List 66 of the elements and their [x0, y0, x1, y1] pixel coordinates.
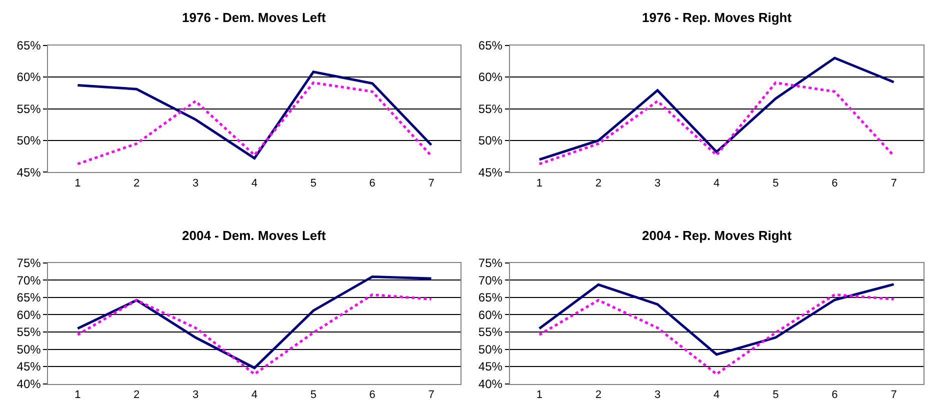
x-tick-label: 1 — [74, 177, 81, 190]
line-series — [538, 81, 896, 166]
x-tick-label: 4 — [714, 177, 720, 190]
y-tick-label: 45% — [16, 165, 42, 180]
line-series — [76, 293, 433, 376]
x-tick-label: 2 — [595, 389, 602, 402]
x-tick-label: 7 — [428, 389, 434, 402]
x-tick-label: 3 — [654, 389, 661, 402]
chart-title: 2004 - Dem. Moves Left — [182, 228, 326, 243]
x-tick-label: 6 — [369, 389, 376, 402]
y-tick-label: 45% — [16, 360, 42, 374]
x-tick-label: 5 — [310, 177, 316, 190]
y-tick-label: 60% — [478, 70, 503, 84]
x-tick-label: 1 — [536, 389, 542, 402]
y-tick-label: 55% — [16, 325, 42, 340]
x-tick-label: 6 — [369, 177, 376, 190]
x-tick-label: 7 — [890, 177, 897, 190]
line-series — [538, 293, 896, 376]
x-tick-label: 3 — [192, 177, 199, 190]
x-tick-label: 5 — [772, 177, 779, 190]
x-tick-label: 4 — [714, 389, 720, 402]
y-tick-label: 75% — [478, 256, 503, 270]
x-tick-label: 1 — [74, 389, 81, 402]
y-tick-label: 70% — [16, 273, 42, 288]
y-tick-label: 40% — [16, 377, 42, 392]
y-tick-label: 65% — [16, 38, 42, 52]
y-tick-label: 60% — [478, 308, 503, 322]
y-tick-label: 45% — [478, 360, 503, 374]
y-tick-label: 50% — [478, 134, 503, 148]
x-tick-label: 2 — [134, 177, 140, 190]
y-tick-label: 45% — [478, 165, 503, 180]
chart-title: 1976 - Dem. Moves Left — [182, 10, 326, 25]
x-tick-label: 1 — [536, 177, 542, 190]
line-series — [538, 283, 896, 356]
y-tick-label: 60% — [16, 70, 42, 84]
y-tick-label: 70% — [478, 273, 503, 288]
y-tick-label: 40% — [478, 377, 503, 392]
y-tick-label: 65% — [478, 38, 503, 52]
x-tick-label: 7 — [890, 389, 897, 402]
y-tick-label: 50% — [478, 342, 503, 356]
x-tick-label: 7 — [428, 177, 434, 190]
y-tick-label: 55% — [16, 102, 42, 116]
y-tick-label: 75% — [16, 256, 42, 270]
chart-title: 2004 - Rep. Moves Right — [642, 228, 792, 243]
y-tick-label: 65% — [16, 290, 42, 305]
x-tick-label: 5 — [772, 389, 779, 402]
x-tick-label: 4 — [251, 389, 258, 402]
x-tick-label: 3 — [192, 389, 199, 402]
y-tick-label: 55% — [478, 102, 503, 116]
x-tick-label: 6 — [832, 389, 838, 402]
y-tick-label: 60% — [16, 308, 42, 322]
x-tick-label: 4 — [251, 177, 258, 190]
line-series — [76, 275, 433, 370]
y-tick-label: 55% — [478, 325, 503, 340]
line-series — [76, 81, 433, 166]
x-tick-label: 3 — [654, 177, 661, 190]
line-series — [538, 56, 896, 161]
x-tick-label: 6 — [832, 177, 838, 190]
x-tick-label: 2 — [134, 389, 140, 402]
chart-title: 1976 - Rep. Moves Right — [642, 10, 792, 25]
y-tick-label: 50% — [16, 342, 42, 356]
y-tick-label: 65% — [478, 290, 503, 305]
x-tick-label: 2 — [595, 177, 602, 190]
line-series — [76, 70, 433, 160]
y-tick-label: 50% — [16, 134, 42, 148]
x-tick-label: 5 — [310, 389, 316, 402]
